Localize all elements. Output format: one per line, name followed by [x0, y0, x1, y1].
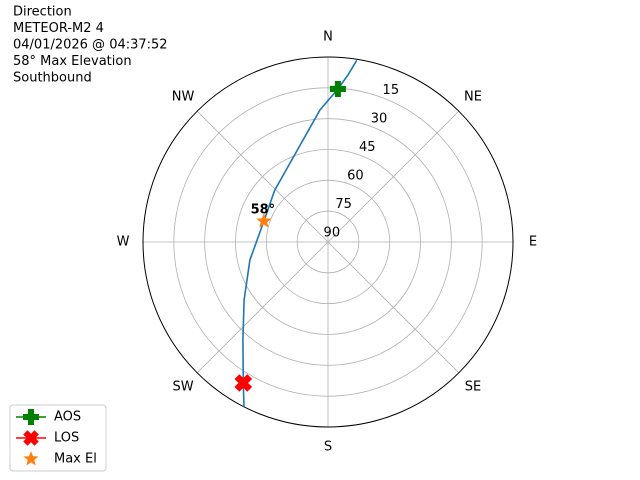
legend-marker	[23, 451, 39, 466]
polar-frame	[142, 56, 514, 428]
legend-marker	[23, 409, 39, 425]
legend-label: Max El	[54, 452, 97, 467]
radial-tick-label: 45	[359, 140, 376, 155]
angle-tick-label: SW	[172, 379, 193, 394]
marker-plus	[329, 81, 346, 97]
title-line: METEOR-M2 4	[13, 21, 104, 36]
angle-tick-label: NW	[172, 90, 195, 105]
radial-tick-label: 15	[383, 83, 400, 98]
angle-tick-label: S	[324, 440, 332, 455]
grid-spoke	[196, 241, 329, 374]
grid-spoke	[327, 241, 460, 374]
radial-tick-label: 75	[335, 197, 352, 212]
angle-tick-label: SE	[465, 379, 481, 394]
legend-label: LOS	[54, 431, 79, 446]
legend-label: AOS	[54, 410, 81, 425]
angle-tick-label: E	[529, 235, 537, 250]
angle-tick-label: NE	[464, 90, 482, 105]
grid-spoke	[327, 110, 460, 243]
legend-marker	[23, 430, 39, 446]
angle-tick-label: N	[323, 30, 333, 45]
title-line: Direction	[13, 5, 72, 20]
annotation: 58°	[251, 203, 276, 218]
legend: AOS LOS Max El	[9, 404, 107, 472]
title-line: 58° Max Elevation	[13, 54, 132, 69]
title-line: 04/01/2026 @ 04:37:52	[13, 38, 168, 53]
title-line: Southbound	[13, 71, 92, 86]
grid-spoke	[196, 110, 329, 243]
marker-star	[256, 213, 272, 228]
radial-tick-label: 30	[371, 111, 388, 126]
radial-tick-label: 60	[347, 168, 364, 183]
radial-tick-label: 90	[324, 225, 341, 240]
marker-x	[234, 374, 253, 392]
angle-tick-label: W	[117, 235, 130, 250]
